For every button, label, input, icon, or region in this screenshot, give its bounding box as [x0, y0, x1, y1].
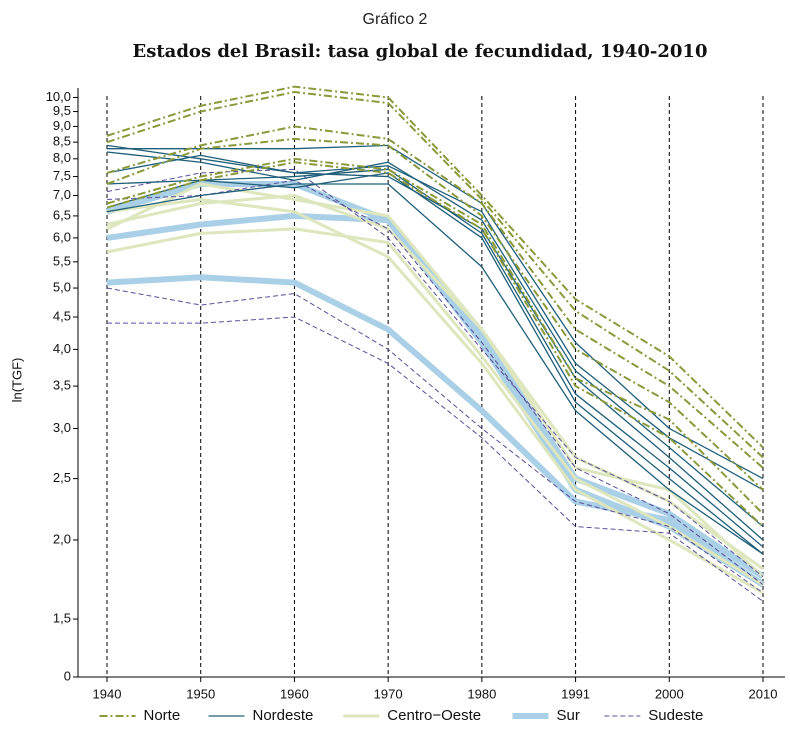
series-line: [106, 168, 764, 578]
legend-label: Sur: [557, 707, 580, 724]
chart-subtitle: Estados del Brasil: tasa global de fecun…: [133, 41, 708, 62]
x-tick-label: 1970: [374, 686, 403, 701]
y-tick-label: 10,0: [46, 89, 71, 104]
series-line: [106, 157, 764, 515]
y-tick-label: 5,5: [53, 253, 71, 268]
legend-label: Sudeste: [648, 707, 703, 724]
y-tick-label: 0: [64, 668, 71, 683]
series-line: [106, 137, 764, 491]
x-tick-label: 1960: [280, 686, 309, 701]
series-line: [106, 161, 764, 528]
x-tick-label: 2000: [655, 686, 684, 701]
y-tick-label: 7,0: [53, 187, 71, 202]
y-tick-label: 9,0: [53, 118, 71, 133]
series-line: [106, 197, 764, 595]
y-tick-label: 8,5: [53, 134, 71, 149]
y-tick-label: 8,0: [53, 150, 71, 165]
series-line: [107, 144, 764, 480]
x-tick-label: 1991: [561, 686, 590, 701]
series-line: [107, 316, 764, 602]
y-tick-label: 3,5: [53, 378, 71, 393]
y-tick-label: 6,5: [53, 207, 71, 222]
y-tick-label: 3,0: [53, 420, 71, 435]
x-tick-label: 2010: [749, 686, 778, 701]
y-tick-label: 1,5: [53, 611, 71, 626]
series-line: [106, 183, 764, 555]
series-line: [106, 172, 764, 555]
chart-title: Gráfico 2: [363, 11, 428, 28]
legend: Norte Nordeste Centro−Oeste Sur Sudeste: [99, 707, 703, 724]
lines: [106, 85, 765, 602]
y-axis-label: ln(TGF): [9, 358, 24, 403]
series-line: [106, 154, 764, 541]
y-tick-label: 2,0: [53, 531, 71, 546]
x-tick-label: 1980: [467, 686, 496, 701]
series-line: [106, 227, 764, 586]
legend-label: Nordeste: [253, 707, 314, 724]
series-line: [106, 287, 764, 594]
y-tick-label: 5,0: [53, 279, 71, 294]
legend-label: Norte: [144, 707, 181, 724]
legend-label: Centro−Oeste: [387, 707, 481, 724]
y-tick-label: 4,0: [53, 341, 71, 356]
series-line: [106, 144, 764, 491]
y-tick-label: 7,5: [53, 168, 71, 183]
y-tick-label: 2,5: [53, 470, 71, 485]
x-tick-label: 1950: [186, 686, 215, 701]
series-line: [106, 125, 764, 469]
series-line: [106, 151, 764, 528]
series-line: [106, 91, 764, 459]
y-tick-label: 4,5: [53, 308, 71, 323]
series-line: [106, 85, 764, 449]
y-tick-label: 6,0: [53, 229, 71, 244]
y-tick-label: 9,5: [53, 103, 71, 118]
series-line: [106, 179, 764, 586]
x-tick-label: 1940: [93, 686, 122, 701]
